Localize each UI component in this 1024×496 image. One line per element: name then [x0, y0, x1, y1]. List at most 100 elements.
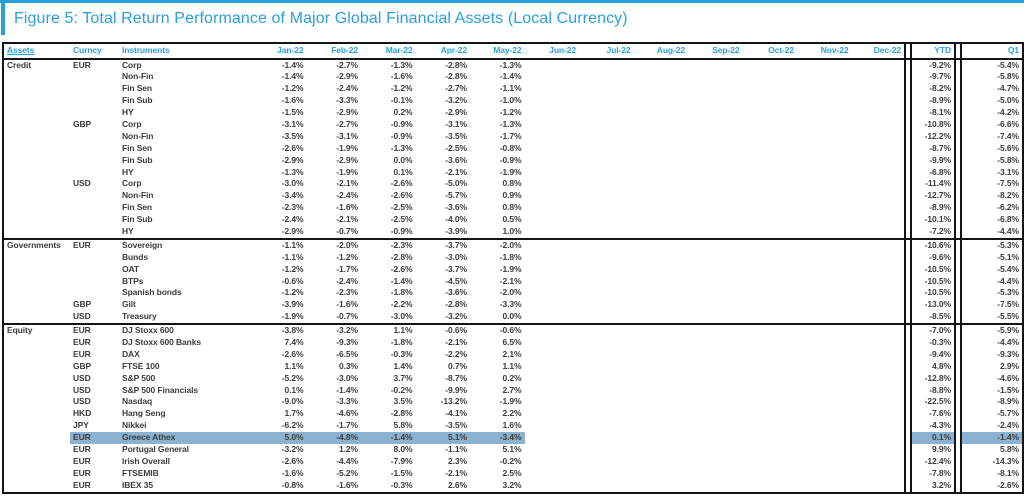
month-value [852, 225, 906, 238]
month-value [688, 444, 743, 456]
q1-value: -8.2% [960, 190, 1022, 203]
q1-value: -5.1% [960, 251, 1022, 264]
month-value [743, 408, 798, 420]
row-currency [70, 287, 120, 299]
row-currency: GBP [73, 360, 92, 371]
q1-value: -5.6% [960, 142, 1022, 155]
month-value [797, 119, 852, 131]
table-row: USD Corp -3.0% -2.1% -2.6% -5.0% 0.8% -11.4% -7.… [4, 178, 1022, 191]
header-assets: Assets [7, 45, 35, 55]
q1-value: -6.6% [960, 118, 1022, 131]
ytd-value: -9.7% [910, 71, 956, 84]
row-currency: USD [73, 178, 91, 189]
table-row: USD S&P 500 -5.2% -3.0% 3.7% -8.7% 0.2% -12.8% -… [4, 372, 1022, 385]
q1-value: -4.4% [960, 275, 1022, 288]
table-row: Fin Sub -2.9% -2.9% 0.0% -3.6% -0.9% -9.9% -5.8… [4, 154, 1022, 167]
table-row: Governments EUR Sovereign -1.1% -2.0% -2.3% -3… [4, 239, 1022, 252]
section-label [4, 385, 70, 397]
section-label [4, 226, 70, 238]
month-value [852, 263, 906, 276]
month-value: -1.4% [281, 71, 304, 82]
section-label [4, 361, 70, 373]
month-value [525, 178, 580, 190]
ytd-value: -7.6% [910, 408, 956, 421]
month-value [852, 384, 906, 397]
header-ytd: YTD [910, 44, 956, 58]
month-value [688, 373, 743, 385]
month-value: -1.7% [336, 263, 358, 274]
q1-value: -5.8% [960, 71, 1022, 84]
month-value: 0.3% [339, 360, 358, 371]
month-value [634, 226, 689, 238]
month-value [743, 420, 798, 432]
section-label [4, 107, 70, 119]
figure-title-bar: Figure 5: Total Return Performance of Ma… [0, 0, 1024, 35]
ytd-value: -11.4% [910, 178, 956, 191]
month-value [525, 349, 580, 361]
month-value [688, 95, 743, 107]
month-value [852, 214, 906, 226]
returns-table: Assets Curncy Instruments Jan-22 Feb-22 … [2, 42, 1024, 494]
month-value [525, 480, 580, 492]
month-value [743, 287, 798, 299]
month-value: -1.4% [499, 71, 522, 82]
month-value [743, 349, 798, 361]
month-value: -4.1% [445, 408, 467, 419]
month-value: -1.6% [336, 479, 358, 490]
row-currency [70, 190, 120, 202]
table-row: EUR Greece Athex 5.0% -4.8% -1.4% 5.1% -3.4% 0.… [4, 432, 1022, 444]
month-value: -5.2% [281, 372, 304, 383]
table-row: GBP Gilt -3.9% -1.6% -2.2% -2.8% -3.3% -13.0% -7… [4, 299, 1022, 312]
month-value [852, 142, 906, 155]
month-value [579, 337, 634, 349]
row-instrument: Gilt [122, 299, 136, 310]
month-value: -3.9% [281, 299, 304, 310]
month-value: -2.4% [336, 190, 358, 201]
row-currency: EUR [73, 467, 91, 478]
table-header: Assets Curncy Instruments Jan-22 Feb-22 … [2, 42, 1024, 60]
table-row: HY -1.5% -2.9% 0.2% -2.9% -1.2% -8.1% -4.2% [4, 107, 1022, 119]
row-instrument: Irish Overall [122, 455, 170, 466]
table-row: Fin Sen -2.3% -1.6% -2.5% -3.6% 0.8% -8.9% -6.2… [4, 202, 1022, 215]
month-value: 5.8% [393, 420, 413, 431]
month-value [634, 83, 689, 95]
section-label [4, 337, 70, 349]
row-currency: EUR [73, 325, 91, 336]
month-value [743, 143, 798, 155]
month-value: 0.2% [502, 372, 522, 383]
month-value: -2.0% [336, 239, 358, 250]
month-value [688, 396, 743, 408]
table-row: Fin Sub -2.4% -2.1% -2.5% -4.0% 0.5% -10.1% -6.… [4, 214, 1022, 226]
row-currency: EUR [73, 444, 91, 454]
month-value [634, 468, 689, 480]
month-value: -0.9% [499, 154, 522, 165]
month-value: -1.3% [390, 142, 413, 153]
month-value [852, 95, 906, 108]
header-q1: Q1 [960, 44, 1022, 58]
month-value [743, 167, 798, 179]
row-instrument: IBEX 35 [122, 479, 153, 490]
month-value [743, 480, 798, 492]
row-instrument: Fin Sub [122, 214, 153, 225]
ytd-value: -12.8% [910, 372, 956, 385]
month-value [525, 71, 580, 83]
month-value [634, 240, 689, 252]
ytd-value: -13.0% [910, 299, 956, 312]
month-value [852, 59, 906, 72]
ytd-value: -10.1% [910, 214, 956, 226]
month-value [852, 311, 906, 324]
section-label [4, 202, 70, 214]
month-value [688, 190, 743, 202]
month-value [797, 214, 852, 226]
month-value: -2.6% [390, 190, 413, 201]
section-governments: Governments EUR Sovereign -1.1% -2.0% -2.3% -3… [2, 237, 1024, 326]
table-row: USD Treasury -1.9% -0.7% -3.0% -3.2% 0.0% -8.5%… [4, 311, 1022, 324]
ytd-value: -7.8% [910, 467, 956, 480]
section-label [4, 252, 70, 264]
month-value: 2.6% [448, 479, 467, 490]
ytd-value: -10.5% [910, 287, 956, 300]
month-value: -3.2% [445, 95, 467, 106]
row-instrument: Corp [122, 178, 142, 189]
month-value: -1.1% [499, 83, 522, 94]
month-value: -4.4% [336, 455, 358, 466]
